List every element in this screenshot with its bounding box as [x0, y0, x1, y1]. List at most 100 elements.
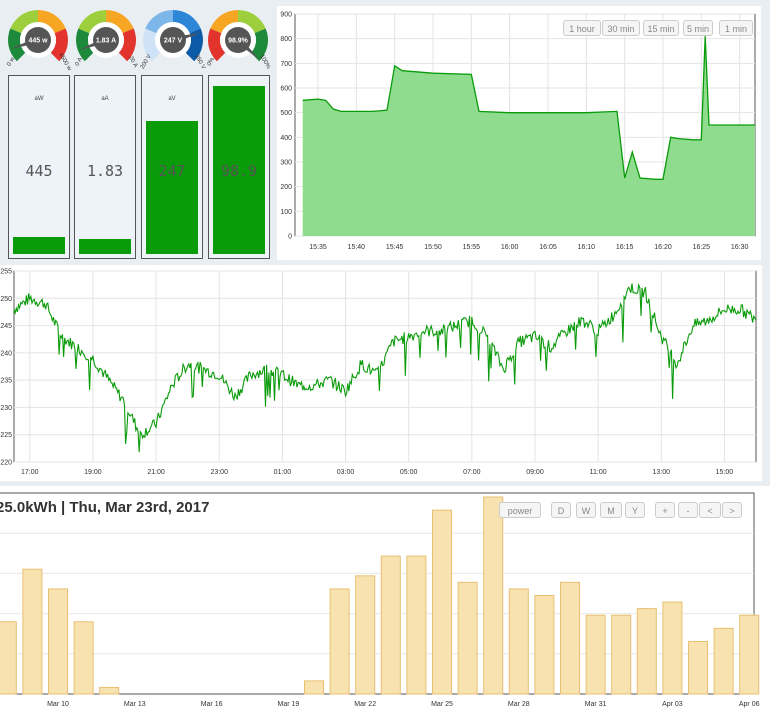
range-button-1-hour[interactable]: 1 hour — [563, 20, 601, 36]
x-tick-label: 07:00 — [463, 469, 481, 476]
energy-control-5[interactable]: Y — [625, 502, 645, 518]
gauge-3: 247 V 200 V 260 V — [140, 4, 206, 70]
energy-bar — [636, 608, 657, 695]
gauge-needle — [235, 37, 260, 60]
range-button-1-min[interactable]: 1 min — [719, 20, 753, 36]
energy-bar — [662, 601, 683, 695]
gauge-value: 247 V — [164, 38, 183, 45]
x-tick-label: 15:35 — [309, 244, 327, 251]
voltage-line — [13, 282, 757, 453]
energy-bar — [739, 614, 760, 695]
gauge-segment — [78, 10, 106, 34]
energy-bar — [713, 627, 734, 695]
energy-bar — [534, 595, 555, 695]
energy-bar — [508, 588, 529, 695]
y-tick-label: 255 — [0, 269, 12, 276]
bar-panel-fill — [146, 121, 198, 254]
x-tick-label: 15:45 — [386, 244, 404, 251]
x-tick-label: 19:00 — [84, 469, 102, 476]
x-tick-label: 16:25 — [693, 244, 711, 251]
energy-control-7[interactable]: - — [678, 502, 698, 518]
gauge-segment — [238, 10, 266, 34]
gauge-segment — [10, 10, 38, 34]
energy-control-6[interactable]: + — [655, 502, 675, 518]
gauge-segment — [7, 28, 26, 62]
power-chart: 0 100 200 300 400 500 600 700 800 900 15:35 15:40 15… — [280, 12, 756, 251]
gauge-dial: 1.83 A 0 A 20 A — [75, 10, 138, 69]
x-tick-label: 16:15 — [616, 244, 634, 251]
energy-bar — [0, 621, 17, 695]
bar-panel-label: aW — [34, 96, 44, 102]
gauge-segment — [118, 28, 136, 62]
x-tick-label: Mar 25 — [431, 701, 453, 708]
y-tick-label: 200 — [280, 184, 292, 191]
x-tick-label: Mar 31 — [585, 701, 607, 708]
gauge-min-label: 0 A — [75, 57, 85, 68]
x-tick-label: 05:00 — [400, 469, 418, 476]
gauge-max-label: 20 A — [127, 55, 138, 68]
energy-control-9[interactable]: > — [722, 502, 742, 518]
gauge-segment — [173, 10, 201, 34]
energy-control-3[interactable]: W — [576, 502, 596, 518]
gauge-dial: 445 w 0 w 4500 w — [6, 10, 72, 72]
bar-panel-fill — [79, 239, 131, 254]
gauge-segment — [210, 10, 238, 34]
y-tick-label: 0 — [288, 234, 292, 241]
gauge-segment — [76, 28, 94, 62]
gauge-4: 98.9% 0% 100% — [206, 4, 271, 71]
y-tick-label: 235 — [0, 378, 12, 385]
gauge-min-label: 0 w — [6, 56, 16, 68]
energy-bar — [380, 555, 401, 695]
gauge-dial: 247 V 200 V 260 V — [140, 10, 206, 70]
x-tick-label: 15:50 — [424, 244, 442, 251]
x-tick-label: 16:00 — [501, 244, 519, 251]
x-tick-label: 17:00 — [21, 469, 39, 476]
y-tick-label: 900 — [280, 12, 292, 19]
energy-bar — [457, 581, 478, 695]
bar-panel-label: aA — [101, 96, 109, 102]
gauge-segment — [38, 10, 66, 34]
gauge-needle — [10, 37, 39, 49]
gauge-2: 1.83 A 0 A 20 A — [74, 4, 138, 69]
voltage-chart-panel: 220 225 230 235 240 245 250 255 17:00 19:00 21:00 2… — [0, 265, 762, 481]
range-button-5-min[interactable]: 5 min — [683, 20, 713, 36]
gauge-value: 445 w — [28, 38, 48, 45]
gauge-dial: 98.9% 0% 100% — [207, 10, 271, 71]
bar-panel-value: 1.83 — [86, 162, 124, 180]
range-button-30-min[interactable]: 30 min — [602, 20, 640, 36]
y-tick-label: 800 — [280, 36, 292, 43]
x-tick-label: Mar 28 — [508, 701, 530, 708]
energy-bar — [304, 680, 324, 695]
power-area — [302, 36, 755, 237]
bar-panel-av: aV 247 — [141, 75, 203, 259]
x-tick-label: 16:05 — [539, 244, 557, 251]
x-tick-label: Apr 03 — [662, 701, 683, 708]
gauge-1: 445 w 0 w 4500 w — [6, 4, 72, 72]
gauge-segment — [106, 10, 134, 34]
x-tick-label: Mar 13 — [124, 701, 146, 708]
y-tick-label: 240 — [0, 350, 12, 357]
gauge-value: 1.83 A — [96, 38, 116, 45]
x-tick-label: 01:00 — [274, 469, 292, 476]
energy-chart-panel: Mar 10 Mar 13 Mar 16 Mar 19 Mar 22 Mar 25 Mar … — [0, 486, 770, 720]
energy-chart: Mar 10 Mar 13 Mar 16 Mar 19 Mar 22 Mar 25 Mar … — [0, 492, 760, 708]
voltage-chart: 220 225 230 235 240 245 250 255 17:00 19:00 21:00 2… — [0, 269, 757, 476]
energy-control-8[interactable]: < — [699, 502, 721, 518]
energy-control-1[interactable]: power — [499, 502, 541, 518]
range-button-15-min[interactable]: 15 min — [643, 20, 679, 36]
gauge-hub — [160, 27, 186, 53]
gauge-max-label: 4500 w — [57, 52, 72, 72]
y-tick-label: 600 — [280, 86, 292, 93]
y-tick-label: 220 — [0, 460, 12, 467]
x-tick-label: Apr 06 — [739, 701, 760, 708]
bar-panel-fill — [213, 86, 265, 254]
gauge-max-label: 100% — [258, 54, 271, 71]
x-tick-label: Mar 22 — [354, 701, 376, 708]
x-tick-label: 21:00 — [147, 469, 165, 476]
x-tick-label: 11:00 — [590, 469, 607, 476]
energy-control-4[interactable]: M — [600, 502, 622, 518]
energy-control-2[interactable]: D — [551, 502, 571, 518]
power-chart-panel: 0 100 200 300 400 500 600 700 800 900 15:35 15:40 15… — [277, 6, 761, 260]
bar-panel-value: 98.9 — [220, 162, 258, 180]
gauge-segment — [145, 10, 173, 34]
